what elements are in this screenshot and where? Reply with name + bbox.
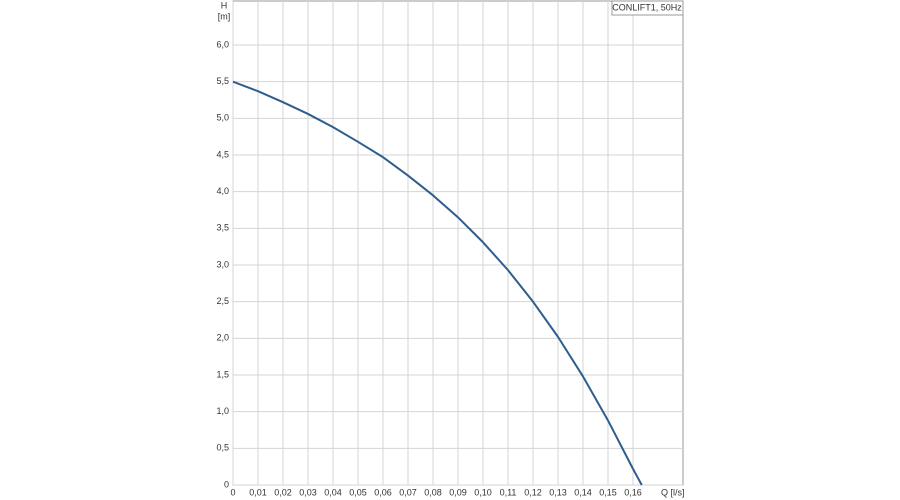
x-tick-label: 0,13 <box>549 487 567 497</box>
x-tick-label: 0,14 <box>574 487 592 497</box>
x-tick-label: 0,11 <box>500 487 517 497</box>
x-tick-label: 0,08 <box>424 487 442 497</box>
x-tick-label: 0,15 <box>599 487 617 497</box>
y-tick-label: 2,0 <box>216 333 229 343</box>
x-axis-label: Q [l/s] <box>661 487 685 497</box>
y-tick-label: 0 <box>224 479 229 489</box>
legend-label: CONLIFT1, 50Hz <box>612 2 682 12</box>
y-tick-label: 1,5 <box>216 369 229 379</box>
y-tick-label: 5,0 <box>216 113 229 123</box>
y-tick-label: 4,5 <box>216 149 229 159</box>
x-tick-label: 0,02 <box>274 487 292 497</box>
x-tick-label: 0,05 <box>349 487 367 497</box>
marks <box>232 80 643 486</box>
y-axis-label: H <box>221 0 228 10</box>
y-tick-label: 3,0 <box>216 259 229 269</box>
pump-curve <box>232 80 643 486</box>
x-tick-label: 0,12 <box>524 487 542 497</box>
x-tick-label: 0 <box>230 487 235 497</box>
y-axis-unit: [m] <box>218 11 231 21</box>
legend-box <box>611 0 684 16</box>
x-tick-label: 0,16 <box>624 487 642 497</box>
y-tick-label: 2,5 <box>216 296 229 306</box>
y-tick-label: 6,0 <box>216 39 229 49</box>
y-tick-label: 4,0 <box>216 186 229 196</box>
y-tick-label: 3,5 <box>216 223 229 233</box>
y-tick-label: 0,5 <box>216 443 229 453</box>
grid <box>232 1 683 486</box>
x-tick-label: 0,04 <box>324 487 342 497</box>
y-tick-label: 1,0 <box>216 406 229 416</box>
x-tick-label: 0,06 <box>374 487 392 497</box>
x-tick-label: 0,03 <box>299 487 317 497</box>
x-tick-label: 0,10 <box>474 487 492 497</box>
x-tick-label: 0,09 <box>449 487 467 497</box>
y-tick-label: 5,5 <box>216 76 229 86</box>
x-tick-label: 0,07 <box>399 487 417 497</box>
x-tick-label: 0,01 <box>249 487 267 497</box>
